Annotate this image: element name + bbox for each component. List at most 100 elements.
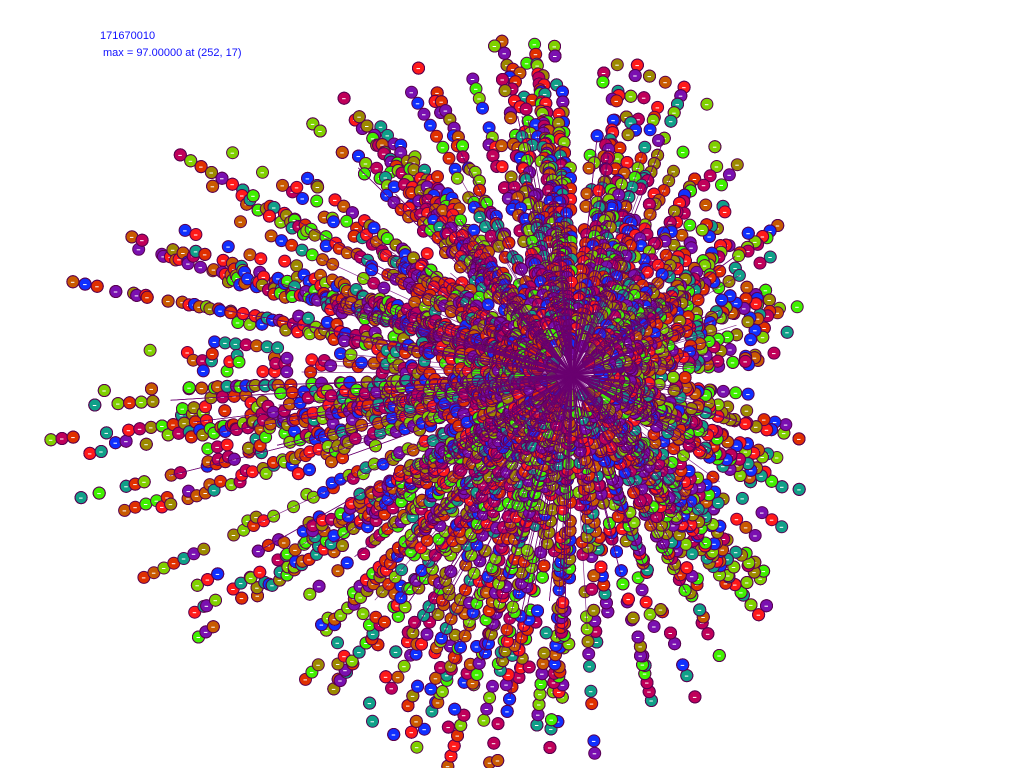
data-circle: [398, 660, 410, 672]
data-circle: [390, 646, 402, 658]
data-circle: [492, 718, 504, 730]
data-circle: [110, 286, 122, 298]
data-circle: [631, 59, 643, 71]
data-circle: [677, 659, 689, 671]
data-circle: [179, 224, 191, 236]
data-circle: [278, 537, 290, 549]
data-circle: [233, 356, 245, 368]
data-circle: [141, 291, 153, 303]
data-circle: [589, 747, 601, 759]
data-circle: [246, 466, 258, 478]
data-circle: [358, 548, 370, 560]
data-circle: [689, 691, 701, 703]
data-circle: [504, 693, 516, 705]
data-circle: [406, 726, 418, 738]
data-circle: [379, 616, 391, 628]
data-circle: [410, 715, 422, 727]
data-circle: [499, 85, 511, 97]
data-circle: [199, 248, 211, 260]
data-circle: [198, 543, 210, 555]
data-circle: [56, 433, 68, 445]
data-circle: [84, 447, 96, 459]
data-circle: [215, 475, 227, 487]
data-circle: [212, 568, 224, 580]
data-circle: [110, 437, 122, 449]
data-circle: [669, 638, 681, 650]
data-circle: [210, 594, 222, 606]
data-circle: [364, 697, 376, 709]
data-circle: [120, 435, 132, 447]
data-circle: [112, 398, 124, 410]
data-circle: [309, 229, 321, 241]
data-circle: [442, 721, 454, 733]
data-circle: [659, 76, 671, 88]
data-circle: [135, 396, 147, 408]
data-circle: [297, 193, 309, 205]
data-circle: [206, 167, 218, 179]
data-circle: [219, 405, 231, 417]
data-circle: [207, 621, 219, 633]
data-circle: [221, 439, 233, 451]
data-circle: [291, 181, 303, 193]
data-circle: [367, 715, 379, 727]
data-circle: [338, 92, 350, 104]
data-circle: [597, 76, 609, 88]
data-circle: [162, 295, 174, 307]
data-circle: [488, 737, 500, 749]
circle-layer: [45, 35, 805, 768]
data-circle: [584, 660, 596, 672]
data-circle: [75, 492, 87, 504]
data-circle: [413, 62, 425, 74]
data-circle: [312, 181, 324, 193]
data-circle: [328, 216, 340, 228]
data-circle: [484, 692, 496, 704]
data-circle: [101, 427, 113, 439]
data-circle: [380, 671, 392, 683]
data-circle: [67, 431, 79, 443]
data-circle: [478, 714, 490, 726]
data-circle: [123, 424, 135, 436]
data-circle: [196, 382, 208, 394]
data-circle: [124, 397, 136, 409]
data-circle: [449, 703, 461, 715]
data-circle: [638, 92, 650, 104]
data-circle: [98, 385, 110, 397]
data-circle: [313, 580, 325, 592]
data-circle: [412, 680, 424, 692]
data-circle: [357, 608, 369, 620]
data-circle: [497, 74, 509, 86]
data-circle: [436, 686, 448, 698]
data-circle: [492, 755, 504, 767]
data-circle: [538, 647, 550, 659]
data-circle: [257, 366, 269, 378]
data-circle: [145, 421, 157, 433]
data-circle: [303, 464, 315, 476]
data-circle: [197, 365, 209, 377]
data-circle: [546, 714, 558, 726]
data-circle: [146, 383, 158, 395]
data-circle: [93, 487, 105, 499]
data-circle: [292, 468, 304, 480]
data-circle: [418, 108, 430, 120]
data-circle: [235, 216, 247, 228]
data-circle: [140, 498, 152, 510]
data-circle: [586, 698, 598, 710]
data-circle: [392, 671, 404, 683]
data-circle: [487, 680, 499, 692]
data-circle: [279, 255, 291, 267]
data-circle: [745, 599, 757, 611]
data-circle: [314, 125, 326, 137]
data-circle: [332, 637, 344, 649]
data-circle: [140, 438, 152, 450]
data-circle: [247, 190, 259, 202]
data-circle: [79, 278, 91, 290]
data-circle: [195, 261, 207, 273]
data-circle: [136, 234, 148, 246]
data-circle: [190, 229, 202, 241]
data-circle: [138, 476, 150, 488]
data-circle: [67, 276, 79, 288]
data-circle: [311, 195, 323, 207]
data-circle: [544, 742, 556, 754]
data-circle: [272, 342, 284, 354]
data-circle: [431, 130, 443, 142]
